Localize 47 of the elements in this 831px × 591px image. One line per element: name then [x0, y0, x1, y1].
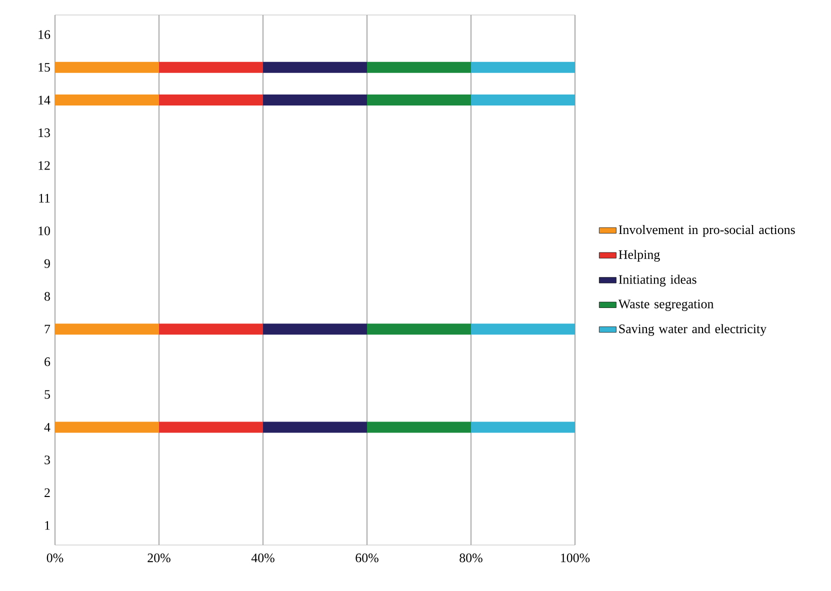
- y-tick-label: 13: [38, 128, 50, 138]
- bar: [159, 422, 264, 433]
- bar: [159, 324, 264, 335]
- y-tick-label: 11: [39, 194, 50, 202]
- bar: [367, 94, 472, 106]
- y-tick-label: 8: [44, 292, 50, 301]
- bar: [471, 324, 576, 335]
- bar: [55, 422, 159, 433]
- y-tick-label: 10: [38, 226, 50, 236]
- bar: [367, 324, 472, 335]
- bar: [471, 422, 576, 433]
- bar: [159, 94, 264, 106]
- y-tick-label: 2: [44, 488, 50, 497]
- y-tick-label: 7: [44, 324, 50, 334]
- x-tick-label: 0%: [46, 554, 64, 562]
- bar: [263, 94, 368, 106]
- legend-label: Helping: [618, 250, 660, 262]
- y-tick-label: 6: [44, 357, 50, 366]
- bar: [263, 422, 368, 433]
- legend-label: Waste segregation: [618, 300, 714, 311]
- bar: [367, 62, 472, 73]
- bar: [471, 94, 576, 106]
- bar: [471, 62, 576, 73]
- y-tick-label: 12: [38, 161, 50, 170]
- bar: [55, 62, 159, 73]
- y-tick-label: 1: [45, 521, 50, 530]
- y-tick-label: 3: [44, 456, 50, 464]
- bar: [55, 324, 159, 335]
- bar: [55, 94, 159, 106]
- y-tick-label: 14: [38, 96, 50, 104]
- y-tick-label: 5: [44, 390, 50, 399]
- y-tick-label: 9: [44, 259, 50, 268]
- bar: [367, 422, 472, 433]
- x-tick-label: 20%: [148, 554, 170, 562]
- y-tick-label: 15: [38, 63, 50, 72]
- y-tick-label: 4: [44, 422, 50, 432]
- legend-label: Initiating ideas: [618, 274, 696, 287]
- x-tick-label: 80%: [460, 554, 482, 562]
- x-tick-label: 100%: [561, 554, 590, 562]
- bar: [159, 62, 264, 73]
- legend-label: Saving water and electricity: [619, 324, 767, 336]
- y-tick-label: 16: [38, 30, 50, 39]
- bar: [263, 62, 368, 73]
- bar: [263, 324, 368, 335]
- x-tick-label: 60%: [356, 554, 378, 562]
- legend-label: Involvement in pro-social actions: [618, 224, 795, 237]
- x-tick-label: 40%: [251, 554, 274, 562]
